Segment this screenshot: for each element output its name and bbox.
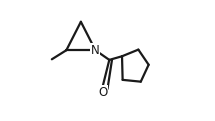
Text: O: O [98, 86, 107, 99]
Text: N: N [91, 44, 100, 57]
